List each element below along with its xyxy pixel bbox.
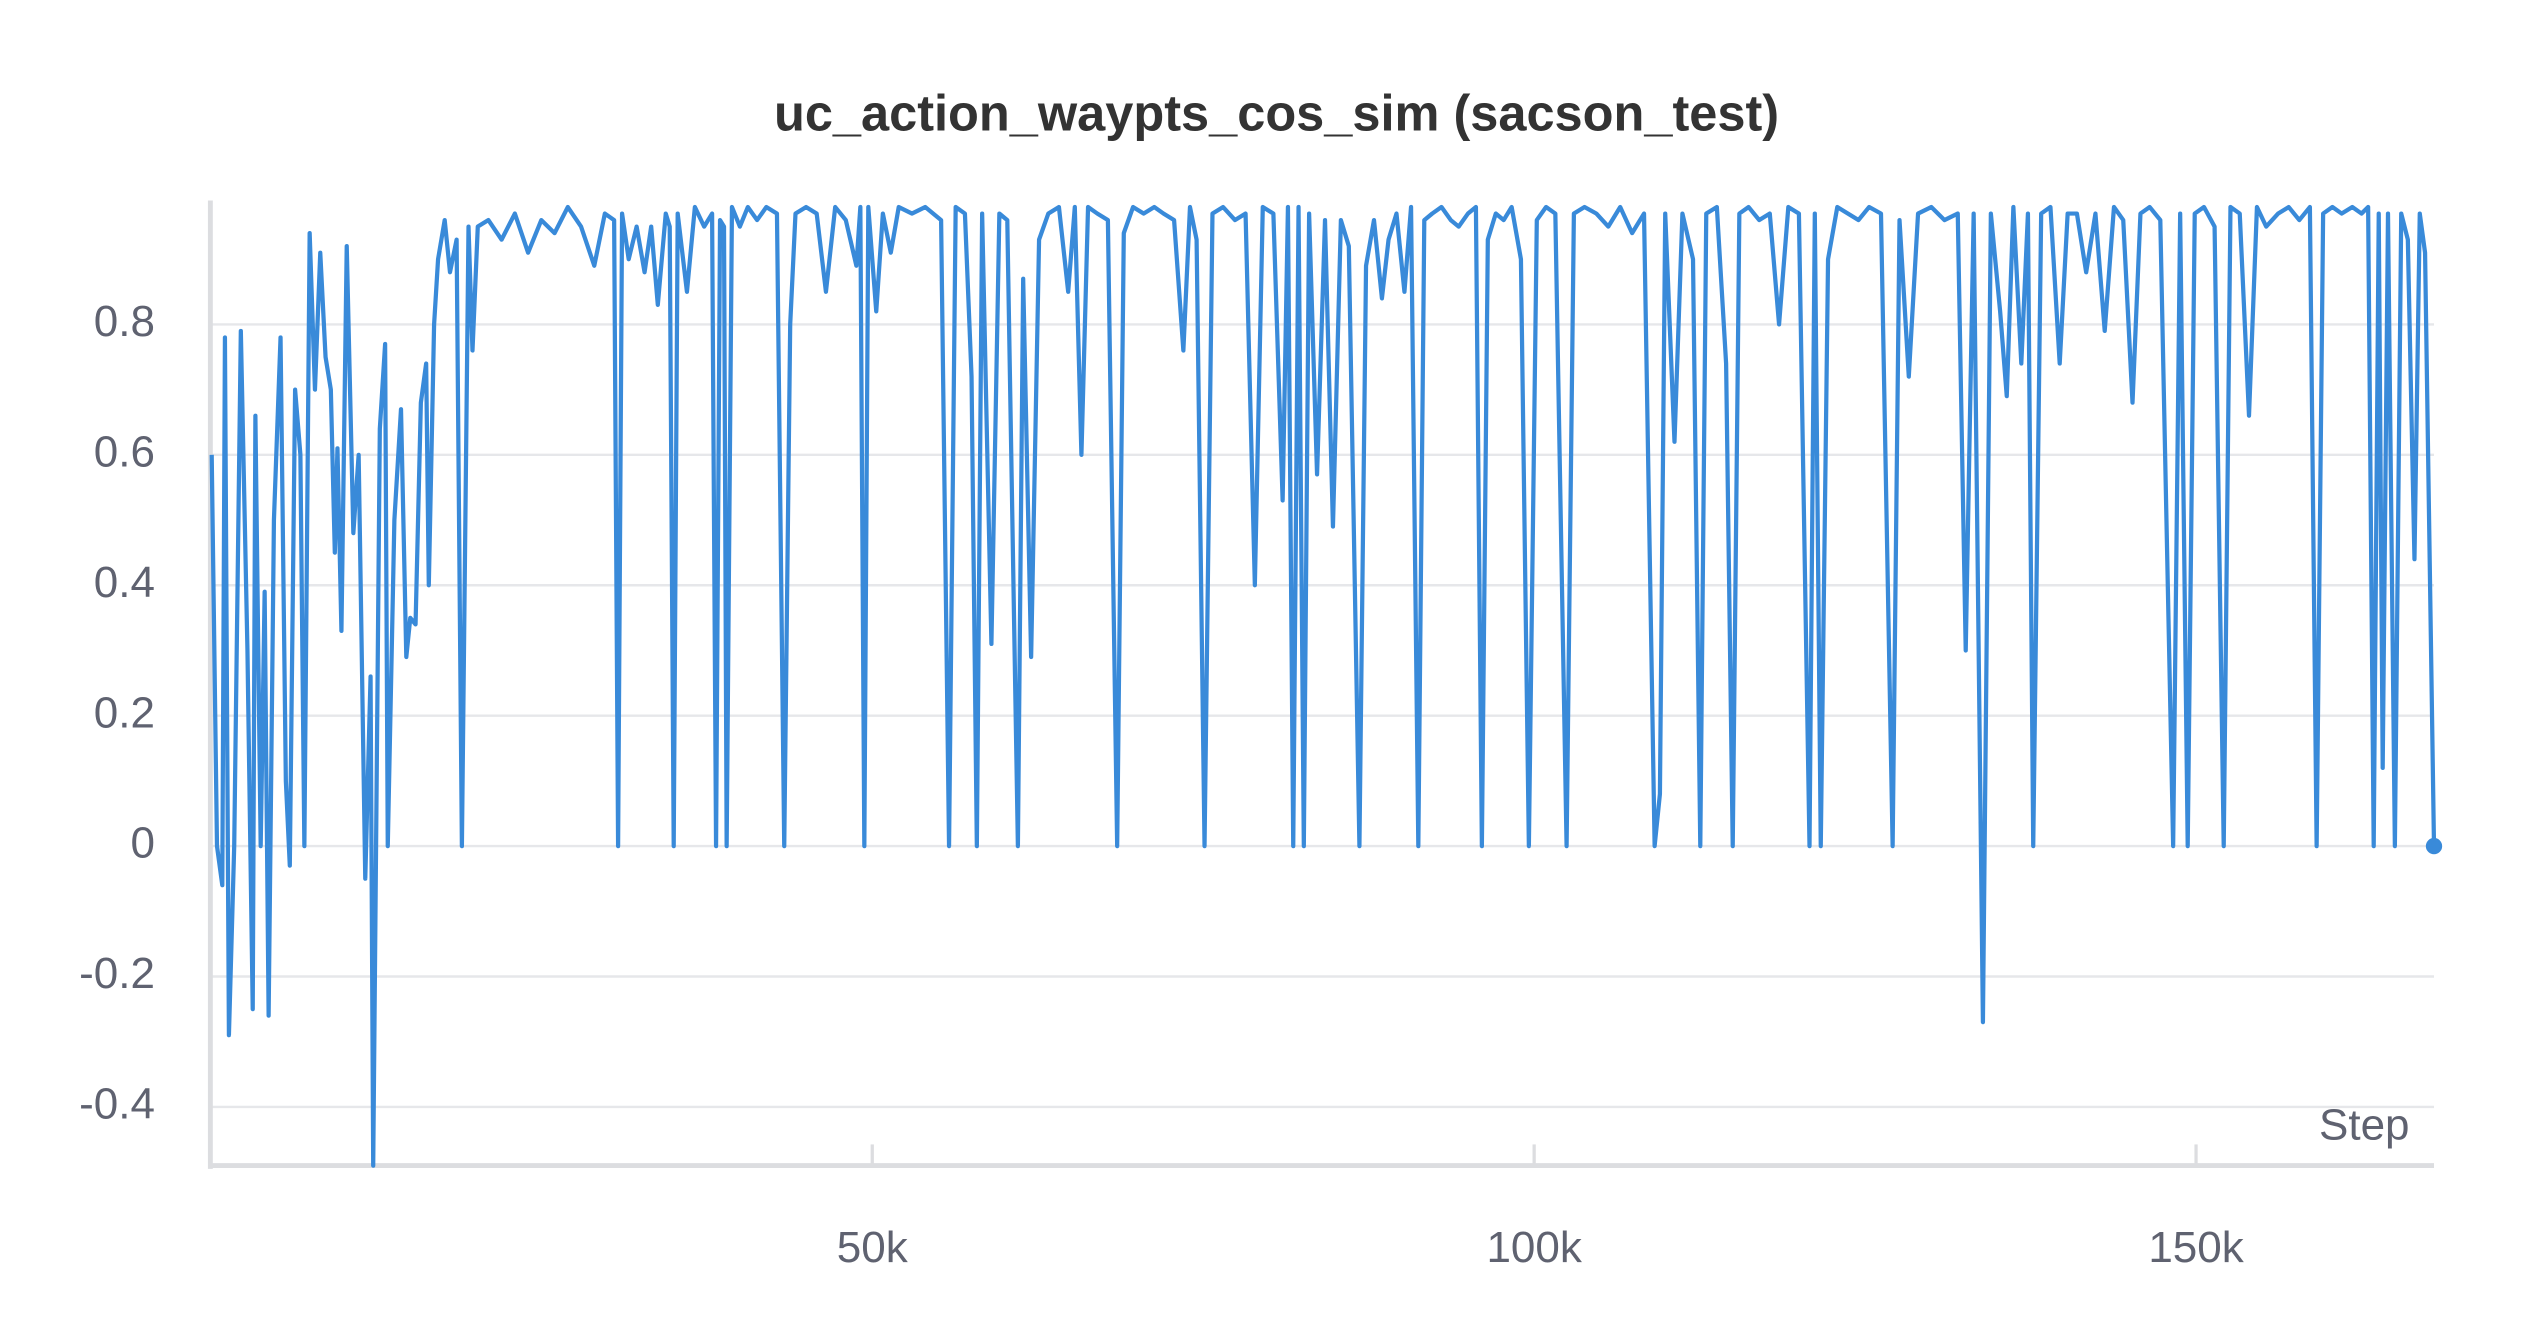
data-line [209,204,2437,1168]
x-tick-label: 50k [837,1223,909,1272]
x-axis-label: Step [2319,1101,2410,1150]
y-tick-label: -0.4 [79,1080,155,1129]
y-tick-label: 0.2 [94,688,155,737]
chart-title: uc_action_waypts_cos_sim (sacson_test) [774,85,1779,142]
end-point [2425,837,2443,855]
y-tick-label: 0.4 [94,558,155,607]
y-tick-label: 0 [130,819,154,868]
y-tick-label: 0.8 [94,297,155,346]
y-tick-label: -0.2 [79,949,155,998]
x-tick-label: 100k [1486,1223,1582,1272]
x-tick-label: 150k [2148,1223,2244,1272]
y-tick-label: 0.6 [94,427,155,476]
